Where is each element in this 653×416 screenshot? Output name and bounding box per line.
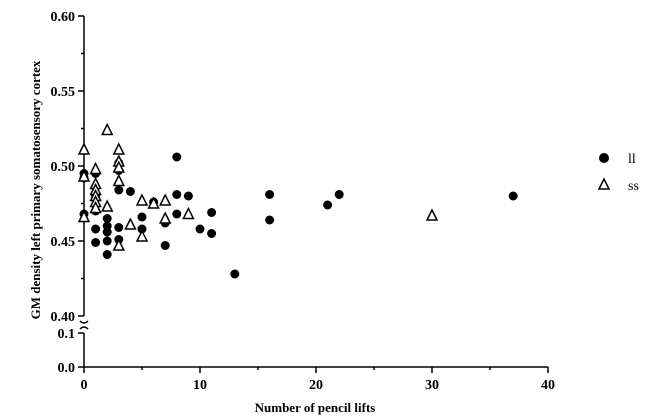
data-point-ss bbox=[100, 199, 114, 212]
data-point-ll bbox=[172, 152, 182, 162]
data-point-ll bbox=[137, 212, 147, 222]
data-point-ss bbox=[425, 208, 439, 221]
data-point-ss bbox=[112, 142, 126, 155]
x-tick-label: 40 bbox=[541, 378, 555, 393]
data-point-ss bbox=[100, 122, 114, 136]
x-tick-label: 30 bbox=[425, 378, 439, 393]
axis-break-mark bbox=[79, 326, 89, 330]
legend: ll ss bbox=[597, 152, 639, 194]
data-point-ll bbox=[172, 209, 182, 219]
data-point-ss bbox=[77, 169, 91, 182]
data-point-ll bbox=[160, 241, 170, 250]
y-tick-label: 0.55 bbox=[51, 85, 76, 100]
x-tick-label: 0 bbox=[81, 378, 88, 393]
data-point-ll bbox=[137, 224, 147, 234]
data-point-ll bbox=[334, 190, 344, 199]
tick-labels: 0.60 0.55 0.50 0.45 0.40 0.1 0.0 0 10 20 30 40 bbox=[51, 10, 556, 393]
data-point-ll bbox=[91, 238, 101, 247]
data-point-ss bbox=[147, 196, 160, 209]
data-point-ll bbox=[207, 229, 217, 238]
data-point-ss bbox=[89, 161, 102, 175]
data-point-ll bbox=[114, 185, 124, 195]
data-point-ss bbox=[135, 193, 149, 206]
data-point-ll bbox=[265, 215, 275, 225]
data-point-ss bbox=[77, 142, 91, 155]
data-point-ll bbox=[265, 190, 275, 199]
data-point-ss bbox=[112, 173, 126, 187]
data-point-ss bbox=[158, 211, 172, 224]
data-point-ss bbox=[112, 160, 126, 173]
data-point-ll bbox=[114, 223, 124, 232]
y-axis-title: GM density left primary somatosensory co… bbox=[28, 60, 43, 319]
data-point-ll bbox=[230, 269, 240, 279]
data-point-ss bbox=[135, 229, 149, 242]
data-point-ss bbox=[124, 217, 137, 230]
data-point-ll bbox=[195, 224, 205, 234]
data-point-ll bbox=[508, 191, 518, 201]
data-point-ss bbox=[89, 200, 102, 214]
data-point-ss bbox=[158, 193, 172, 206]
y-tick-label: 0.60 bbox=[51, 10, 76, 25]
legend-label-ss: ss bbox=[628, 179, 639, 194]
y-tick-label: 0.50 bbox=[51, 160, 76, 175]
data-point-ll bbox=[102, 236, 112, 246]
axes bbox=[78, 15, 549, 373]
data-point-ss bbox=[77, 209, 91, 223]
data-point-ll bbox=[102, 214, 112, 223]
x-tick-label: 20 bbox=[309, 378, 323, 393]
data-point-ll bbox=[207, 208, 217, 217]
data-point-ll bbox=[125, 187, 135, 196]
data-point-ss bbox=[112, 238, 126, 251]
legend-marker-ss bbox=[597, 177, 611, 190]
y-tick-label: 0.45 bbox=[51, 235, 76, 250]
data-point-ll bbox=[172, 190, 182, 199]
data-point-ll bbox=[91, 224, 101, 234]
y-tick-label: 0.40 bbox=[51, 310, 76, 325]
axis-break-mark bbox=[79, 320, 89, 324]
legend-label-ll: ll bbox=[628, 152, 636, 167]
x-axis-title: Number of pencil lifts bbox=[255, 400, 376, 415]
data-points bbox=[77, 122, 518, 279]
data-point-ll bbox=[102, 221, 112, 231]
data-point-ll bbox=[183, 191, 193, 201]
y-tick-label: 0.0 bbox=[58, 361, 76, 376]
data-point-ll bbox=[323, 200, 333, 210]
x-tick-label: 10 bbox=[193, 378, 207, 393]
legend-marker-ll bbox=[599, 153, 609, 163]
data-point-ss bbox=[182, 206, 195, 220]
data-point-ll bbox=[102, 250, 112, 259]
y-tick-label: 0.1 bbox=[58, 327, 76, 342]
